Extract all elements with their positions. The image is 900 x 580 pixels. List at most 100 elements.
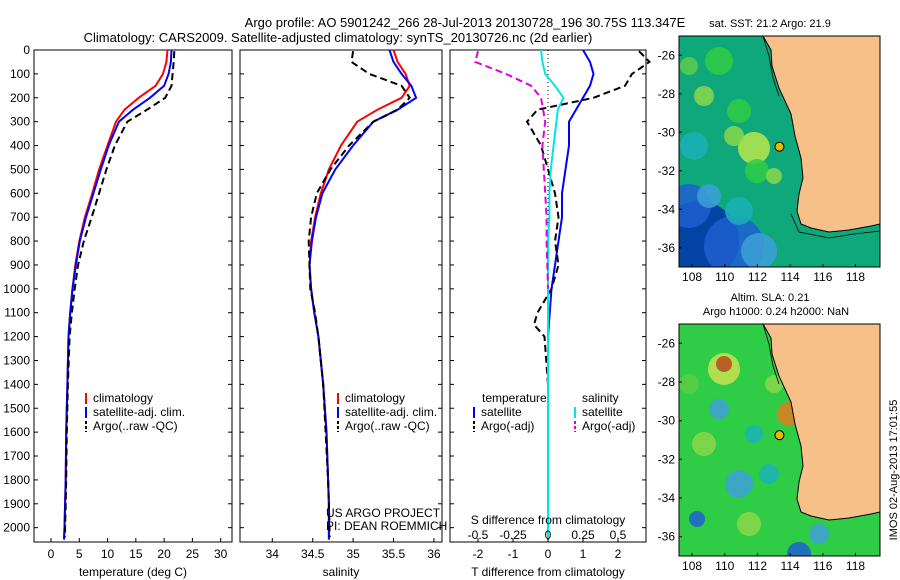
depth-tick-label: 900 <box>10 258 30 272</box>
sla-map-panel: Altim. SLA: 0.21 Argo h1000: 0.24 h2000:… <box>658 292 881 573</box>
t-difference-tick-label: 1 <box>580 547 587 561</box>
temperature-legend-label-1: satellite-adj. clim. <box>93 405 185 419</box>
sst-field-patch <box>725 197 753 225</box>
depth-tick-label: 700 <box>10 210 30 224</box>
temperature-panel: 0100200300400500600700800900100011001200… <box>3 43 233 579</box>
sst-shelf-contour <box>790 213 880 239</box>
temperature-tick-label: 30 <box>214 547 228 561</box>
s-difference-tick-label: -0.25 <box>499 528 527 542</box>
credit-line2: PI: DEAN ROEMMICH <box>326 519 447 533</box>
salinity-tick-label: 34 <box>266 547 280 561</box>
sla-field-patch <box>737 512 761 536</box>
sla-field-patch <box>787 542 811 556</box>
sla-map-title-line2: Argo h1000: 0.24 h2000: NaN <box>703 306 849 318</box>
sst-map-lon-label: 116 <box>813 270 832 284</box>
s-difference-tick-label: 0.5 <box>610 528 627 542</box>
sla-map-lat-label: -30 <box>658 414 676 428</box>
sla-field-patch <box>692 432 716 456</box>
sla-map-lon-label: 110 <box>715 559 734 573</box>
depth-tick-label: 400 <box>10 139 30 153</box>
t-difference-tick-label: -2 <box>473 547 484 561</box>
depth-tick-label: 1300 <box>3 353 30 367</box>
s-difference-tick-label: -0.5 <box>468 528 489 542</box>
salinity-series-argo-raw-qc- <box>307 51 411 538</box>
sst-field-patch <box>724 126 744 146</box>
depth-tick-label: 1900 <box>3 497 30 511</box>
figure-title-line2: Climatology: CARS2009. Satellite-adjuste… <box>84 30 593 45</box>
sst-field-patch <box>738 132 770 164</box>
temperature-tick-label: 5 <box>76 547 83 561</box>
sst-land-mass <box>762 36 880 233</box>
sla-map-lat-label: -32 <box>658 452 676 466</box>
difference-temperature-legend-label-1: Argo(-adj) <box>481 419 534 433</box>
sst-map-lat-label: -34 <box>658 202 676 216</box>
sst-map-lat-label: -30 <box>658 125 676 139</box>
sst-coastline-contour <box>762 36 780 97</box>
sla-field-patch <box>709 399 729 419</box>
salinity-legend-label-2: Argo(..raw -QC) <box>345 419 430 433</box>
sst-map-lon-label: 108 <box>682 270 702 284</box>
sla-field-patch <box>809 524 829 544</box>
depth-tick-label: 300 <box>10 115 30 129</box>
s-difference-label: S difference from climatology <box>471 513 626 527</box>
sst-field-patch <box>727 99 751 123</box>
sla-map-lat-label: -28 <box>658 375 676 389</box>
sst-map-lon-label: 112 <box>748 270 767 284</box>
depth-tick-label: 200 <box>10 91 30 105</box>
depth-tick-label: 500 <box>10 162 30 176</box>
sla-field-patch <box>745 425 763 443</box>
sla-map-title-line1: Altim. SLA: 0.21 <box>731 292 810 304</box>
depth-tick-label: 2000 <box>3 521 30 535</box>
sla-map-lon-label: 118 <box>846 559 865 573</box>
sst-field-patch <box>694 86 714 106</box>
temperature-axes-box <box>33 49 233 543</box>
sla-map-lon-label: 116 <box>813 559 832 573</box>
salinity-panel: 34 34.5 35 35.5 36 salinity climatologysatel… <box>239 49 447 579</box>
sla-field-patch <box>759 464 779 484</box>
sst-map-area <box>679 36 880 267</box>
temperature-tick-label: 20 <box>157 547 171 561</box>
sla-field-patch <box>725 470 753 498</box>
sst-map-lat-label: -26 <box>658 48 676 62</box>
s-difference-tick-label: 0 <box>545 528 552 542</box>
sst-field-patch <box>766 168 782 184</box>
difference-salinity-series-argo-adj- <box>474 50 549 289</box>
sla-field-patch <box>765 375 783 393</box>
depth-tick-label: 1800 <box>3 473 30 487</box>
salinity-legend-title: salinity <box>582 391 619 405</box>
difference-salinity-series-satellite <box>540 49 565 540</box>
difference-salinity-legend-label-1: Argo(-adj) <box>582 419 635 433</box>
depth-tick-label: 1400 <box>3 377 30 391</box>
difference-temperature-legend-label-0: satellite <box>481 405 522 419</box>
sla-map-lon-label: 112 <box>748 559 767 573</box>
salinity-axes-box <box>239 49 443 543</box>
salinity-tick-label: 36 <box>427 547 441 561</box>
sst-map-title: sat. SST: 21.2 Argo: 21.9 <box>709 18 831 30</box>
temperature-legend-label-2: Argo(..raw -QC) <box>93 419 178 433</box>
depth-tick-label: 1100 <box>4 306 30 320</box>
sst-map-lat-label: -36 <box>658 241 676 255</box>
sst-map-lon-label: 118 <box>846 270 865 284</box>
depth-tick-label: 1000 <box>3 282 30 296</box>
temperature-tick-label: 25 <box>186 547 200 561</box>
sst-map-lon-label: 114 <box>781 270 800 284</box>
depth-tick-label: 100 <box>10 67 30 81</box>
salinity-legend-label-0: climatology <box>345 391 405 405</box>
sst-map-lon-label: 110 <box>715 270 734 284</box>
sst-map-panel: sat. SST: 21.2 Argo: 21.9 108 110 112 114 11… <box>658 18 881 284</box>
temperature-tick-label: 10 <box>101 547 115 561</box>
temperature-series-satellite-adj-clim- <box>63 49 173 540</box>
sst-field-patch <box>745 159 769 183</box>
depth-tick-label: 1200 <box>3 330 30 344</box>
timestamp-stamp: IMOS 02-Aug-2013 17:01:55 <box>888 400 900 541</box>
s-difference-tick-label: 0.25 <box>571 528 595 542</box>
t-difference-tick-label: 0 <box>545 547 552 561</box>
sla-map-lat-label: -34 <box>658 491 676 505</box>
salinity-legend-label-1: satellite-adj. clim. <box>345 405 437 419</box>
salinity-tick-label: 35.5 <box>382 547 406 561</box>
credit-line1: US ARGO PROJECT <box>326 506 441 520</box>
depth-tick-label: 1600 <box>3 425 30 439</box>
temperature-tick-label: 0 <box>48 547 55 561</box>
